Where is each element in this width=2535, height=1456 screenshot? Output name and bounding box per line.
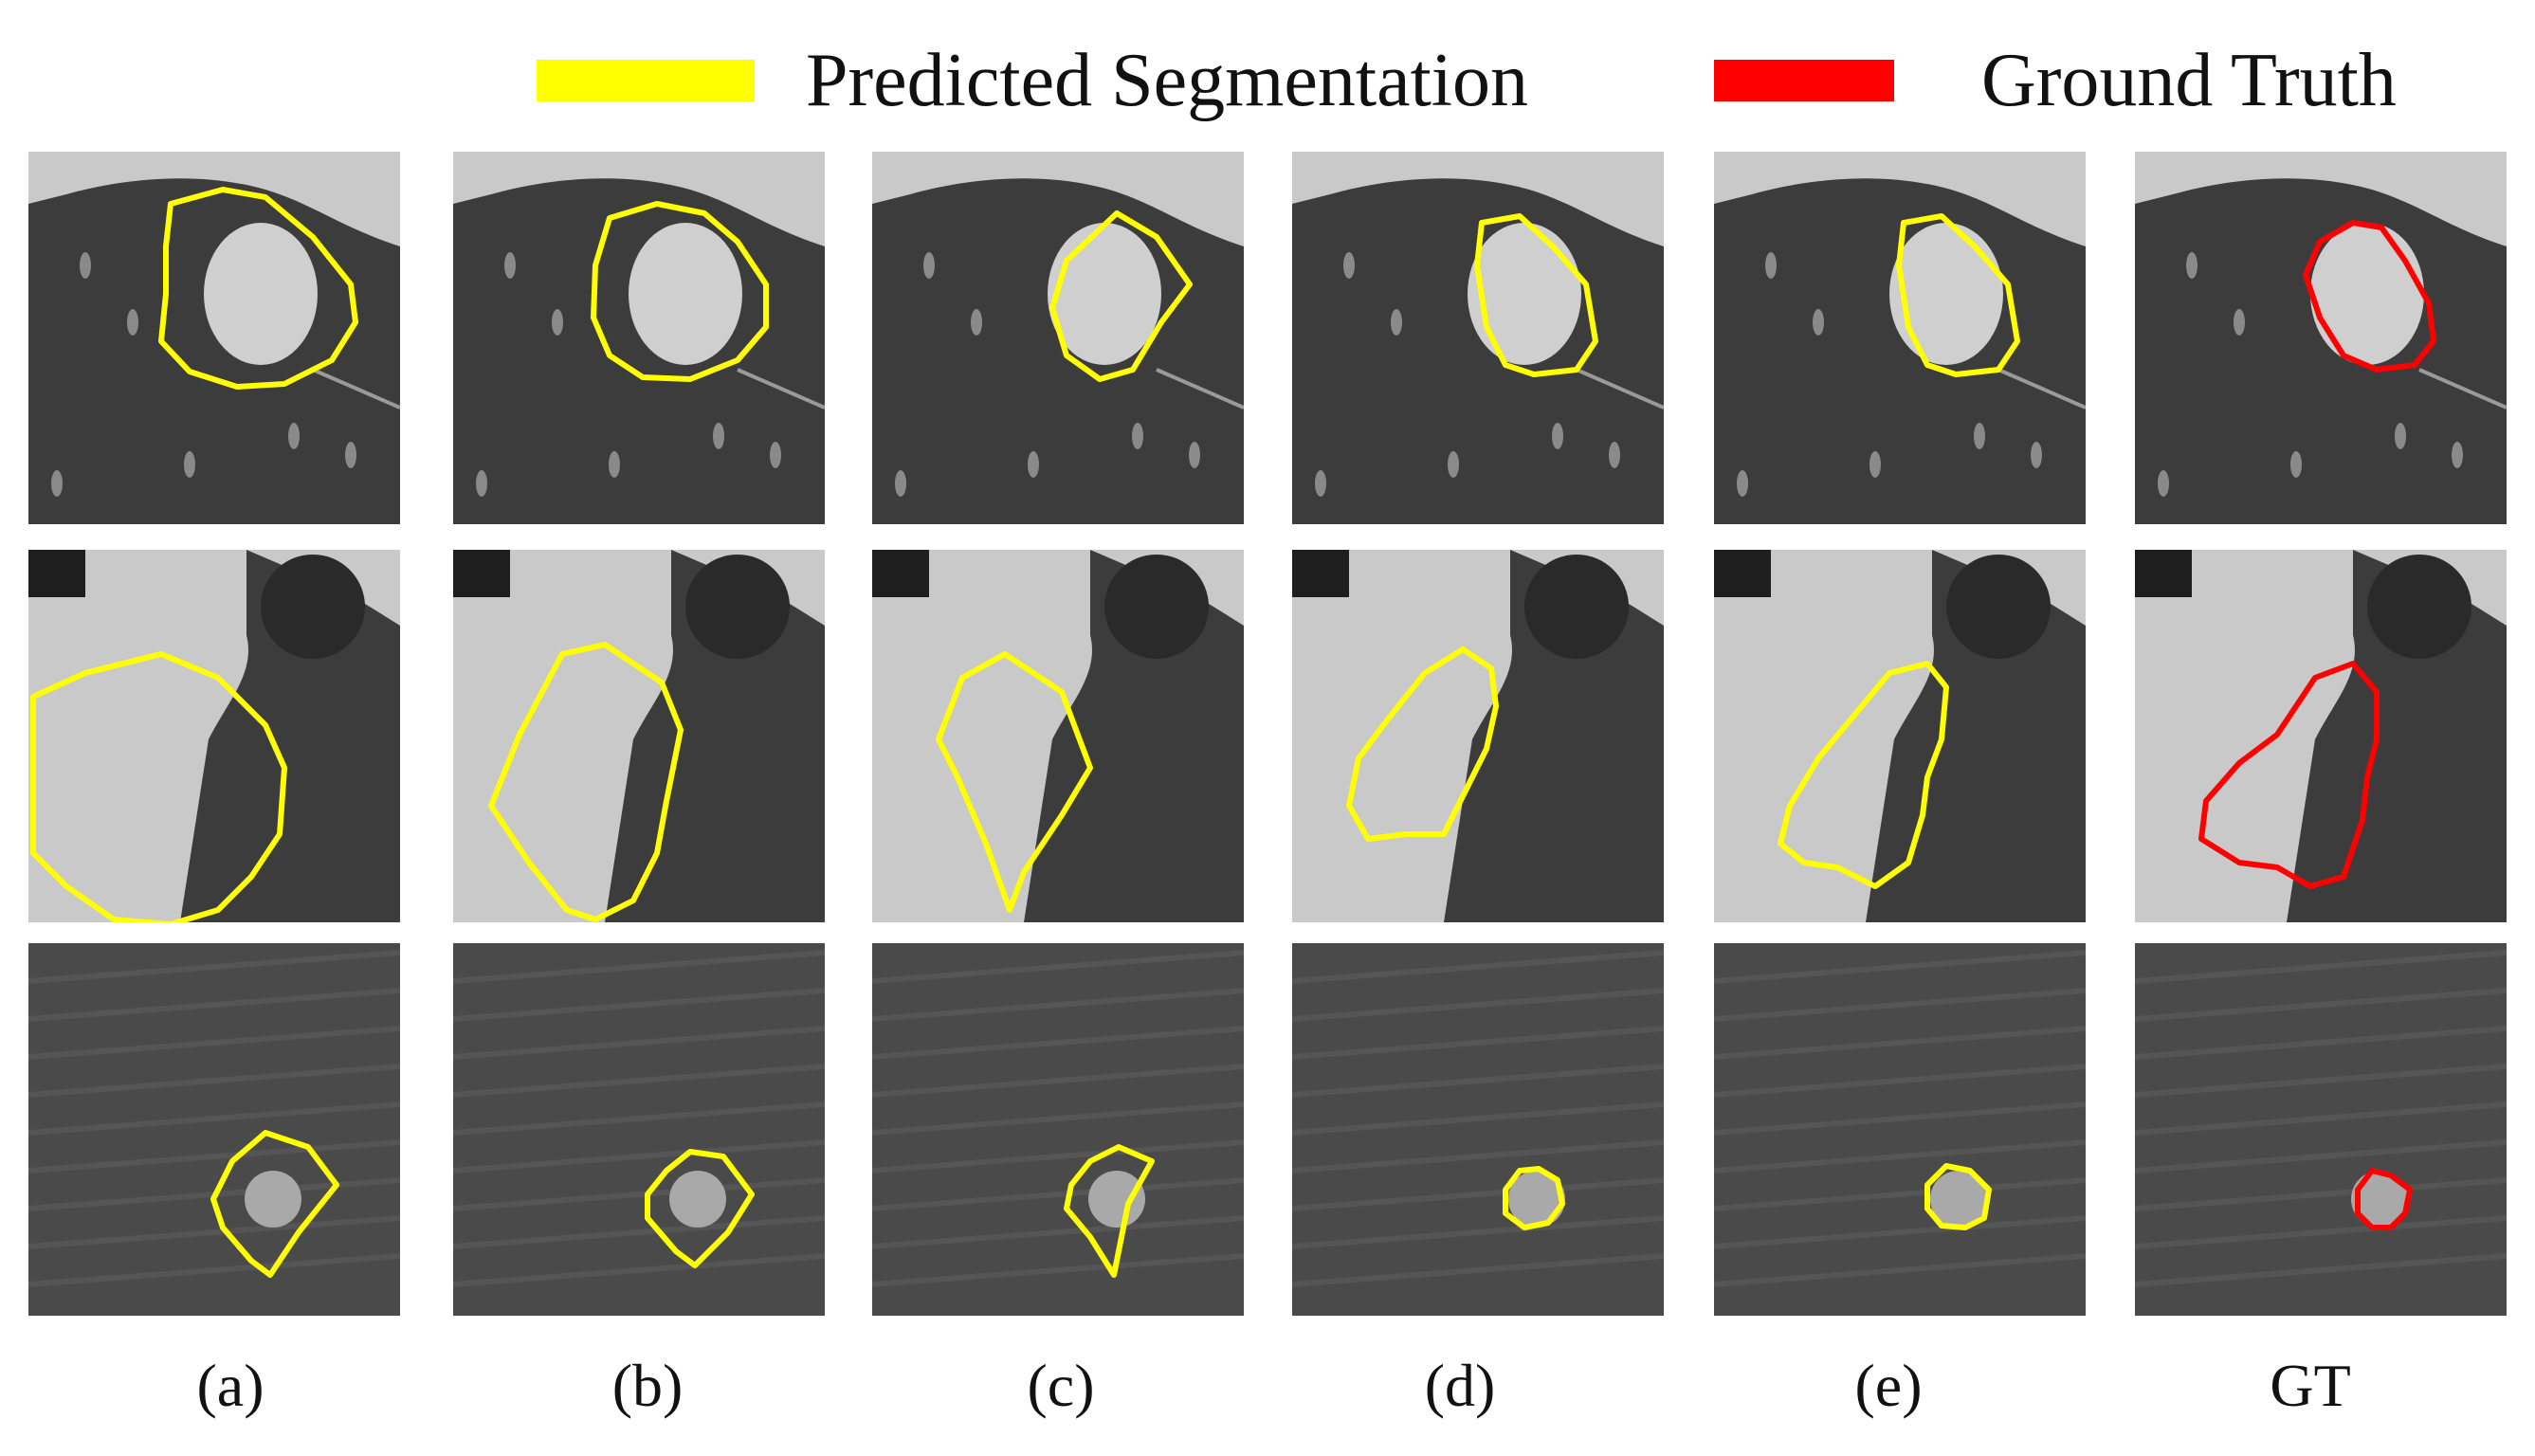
ct-panel-r3-c3 [872,943,1244,1316]
ct-panel-r2-c6 [2135,550,2507,922]
caption-gt: GT [2270,1352,2351,1419]
caption-b: (b) [611,1352,684,1419]
predicted-label: Predicted Segmentation [806,38,1529,122]
ground-truth-contour [2198,661,2380,889]
ct-panel-r1-c2 [453,152,825,524]
predicted-contour [30,651,287,922]
predicted-contour [488,642,684,922]
predicted-contour [1503,1166,1565,1230]
legend-ground-truth: Ground Truth [1714,28,2397,133]
ct-panel-r3-c2 [453,943,825,1316]
predicted-contour [591,201,769,382]
caption-c: (c) [1027,1352,1095,1419]
predicted-contour [936,651,1093,913]
caption-a: (a) [196,1352,264,1419]
ct-panel-r2-c3 [872,550,1244,922]
ct-panel-r3-c1 [28,943,400,1316]
ct-panel-r2-c1 [28,550,400,922]
legend-predicted: Predicted Segmentation [537,28,1528,133]
predicted-contour [1346,646,1499,842]
ct-panel-r2-c2 [453,550,825,922]
caption-d: (d) [1424,1352,1496,1419]
caption-e: (e) [1854,1352,1923,1419]
predicted-contour [1778,661,1949,889]
ct-panel-r3-c5 [1714,943,2086,1316]
ground-truth-contour [2355,1168,2413,1230]
ct-panel-r1-c3 [872,152,1244,524]
predicted-contour [1924,1163,1992,1230]
ground-truth-contour [2303,220,2436,373]
predicted-contour [1474,213,1598,377]
predicted-contour [1064,1144,1155,1278]
ct-panel-r3-c4 [1292,943,1664,1316]
predicted-contour [1049,210,1193,382]
predicted-contour [210,1130,339,1278]
predicted-swatch [537,60,755,101]
ct-panel-r3-c6 [2135,943,2507,1316]
ct-panel-r1-c6 [2135,152,2507,524]
ct-panel-r1-c4 [1292,152,1664,524]
predicted-contour [645,1149,755,1268]
ct-panel-r2-c4 [1292,550,1664,922]
predicted-contour [1896,213,2020,377]
ground-truth-label: Ground Truth [1981,38,2397,122]
ct-panel-r1-c1 [28,152,400,524]
ground-truth-swatch [1714,60,1894,101]
ct-panel-r1-c5 [1714,152,2086,524]
ct-panel-r2-c5 [1714,550,2086,922]
predicted-contour [158,187,358,390]
